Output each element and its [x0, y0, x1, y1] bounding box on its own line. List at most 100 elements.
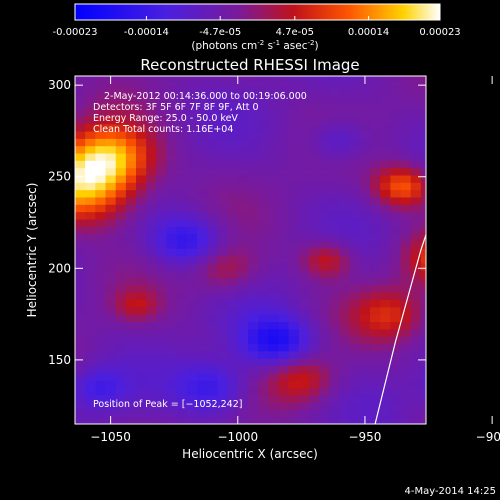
- heatmap-cell: [380, 240, 391, 249]
- heatmap-cell: [85, 409, 96, 418]
- heatmap-cell: [166, 123, 178, 132]
- heatmap-cell: [217, 196, 229, 205]
- heatmap-cell: [298, 416, 310, 424]
- heatmap-cell: [217, 277, 229, 286]
- heatmap-cell: [349, 174, 361, 183]
- heatmap-cell: [125, 182, 137, 191]
- heatmap-cell: [288, 328, 300, 337]
- heatmap-cell: [166, 130, 178, 139]
- heatmap-cell: [339, 328, 351, 337]
- heatmap-cell: [197, 284, 208, 293]
- heatmap-cell: [146, 218, 157, 227]
- heatmap-cell: [309, 116, 320, 125]
- heatmap-cell: [197, 314, 208, 323]
- heatmap-cell: [339, 108, 351, 117]
- heatmap-cell: [359, 101, 371, 110]
- heatmap-cell: [329, 284, 341, 293]
- heatmap-cell: [258, 79, 269, 88]
- heatmap-cell: [359, 365, 371, 374]
- heatmap-cell: [75, 365, 86, 374]
- heatmap-cell: [380, 160, 391, 169]
- heatmap-cell: [258, 372, 269, 381]
- heatmap-cell: [95, 218, 107, 227]
- heatmap-cell: [349, 387, 361, 396]
- heatmap-cell: [197, 336, 208, 345]
- heatmap-cell: [166, 328, 178, 337]
- heatmap-cell: [420, 321, 426, 330]
- heatmap-cell: [176, 204, 188, 213]
- heatmap-cell: [75, 248, 86, 257]
- heatmap-cell: [298, 233, 310, 242]
- heatmap-cell: [319, 204, 330, 213]
- heatmap-cell: [227, 292, 239, 301]
- heatmap-cell: [237, 160, 249, 169]
- heatmap-cell: [339, 189, 351, 198]
- heatmap-cell: [207, 299, 219, 308]
- heatmap-cell: [390, 343, 402, 352]
- heatmap-cell: [207, 174, 219, 183]
- heatmap-cell: [105, 270, 117, 279]
- heatmap-cell: [105, 336, 117, 345]
- heatmap-cell: [288, 358, 300, 366]
- heatmap-cell: [349, 130, 361, 139]
- heatmap-cell: [186, 130, 198, 139]
- heatmap-cell: [227, 380, 239, 388]
- heatmap-cell: [176, 394, 188, 403]
- heatmap-cell: [288, 145, 300, 154]
- heatmap-cell: [136, 372, 147, 381]
- heatmap-cell: [278, 196, 290, 205]
- x-tick-label: −1050: [90, 430, 131, 444]
- heatmap-cell: [125, 108, 137, 117]
- heatmap-cell: [237, 196, 249, 205]
- heatmap-cell: [197, 387, 208, 396]
- heatmap-cell: [136, 387, 147, 396]
- heatmap-cell: [156, 152, 168, 161]
- heatmap-cell: [146, 262, 157, 271]
- heatmap-cell: [176, 358, 188, 366]
- heatmap-cell: [420, 299, 426, 308]
- heatmap-cell: [247, 130, 259, 139]
- heatmap-cell: [309, 336, 320, 345]
- heatmap-cell: [298, 328, 310, 337]
- heatmap-cell: [370, 321, 381, 330]
- heatmap-cell: [268, 79, 280, 88]
- heatmap-cell: [339, 130, 351, 139]
- heatmap-cell: [237, 350, 249, 359]
- heatmap-cell: [309, 101, 320, 110]
- heatmap-cell: [380, 255, 391, 264]
- heatmap-cell: [75, 189, 86, 198]
- heatmap-cell: [309, 314, 320, 323]
- heatmap-cell: [136, 402, 147, 410]
- heatmap-cell: [197, 204, 208, 213]
- heatmap-cell: [146, 145, 157, 154]
- heatmap-cell: [85, 372, 96, 381]
- heatmap-cell: [400, 277, 412, 286]
- heatmap-cell: [329, 292, 341, 301]
- heatmap-cell: [197, 409, 208, 418]
- heatmap-cell: [237, 255, 249, 264]
- heatmap-cell: [237, 76, 249, 81]
- heatmap-cell: [217, 204, 229, 213]
- heatmap-cell: [278, 101, 290, 110]
- heatmap-cell: [247, 94, 259, 103]
- heatmap-cell: [176, 138, 188, 147]
- heatmap-cell: [349, 76, 361, 81]
- heatmap-cell: [207, 116, 219, 125]
- heatmap-cell: [105, 365, 117, 374]
- heatmap-cell: [217, 402, 229, 410]
- heatmap-cell: [359, 167, 371, 176]
- heatmap-cell: [197, 79, 208, 88]
- heatmap-cell: [309, 204, 320, 213]
- heatmap-cell: [247, 284, 259, 293]
- heatmap-cell: [207, 130, 219, 139]
- heatmap-cell: [258, 167, 269, 176]
- heatmap-cell: [380, 204, 391, 213]
- heatmap-cell: [176, 314, 188, 323]
- heatmap-cell: [166, 196, 178, 205]
- heatmap-cell: [258, 343, 269, 352]
- heatmap-cell: [359, 409, 371, 418]
- heatmap-cell: [339, 409, 351, 418]
- heatmap-cell: [207, 248, 219, 257]
- heatmap-cell: [176, 350, 188, 359]
- heatmap-cell: [390, 160, 402, 169]
